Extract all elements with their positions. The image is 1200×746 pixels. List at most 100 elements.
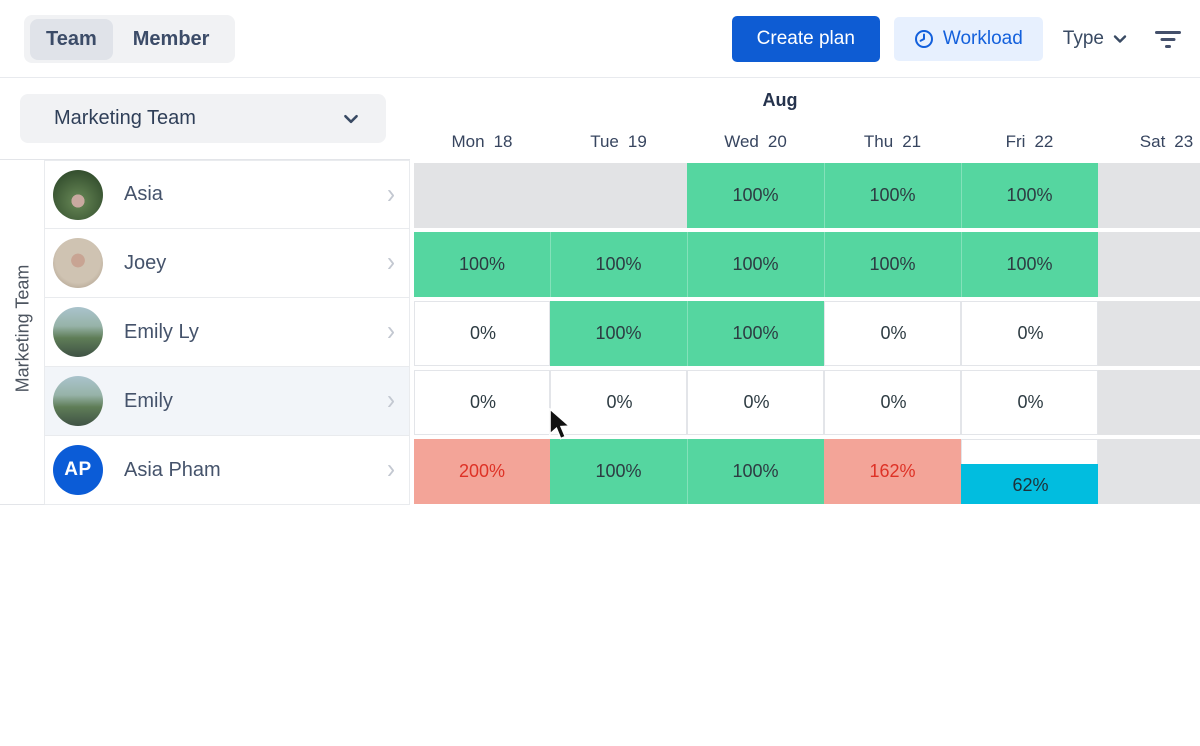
workload-cell-ok[interactable]: 100% 100% 100% 100% 100% [414,232,1098,297]
workload-cell-zero[interactable]: 0% [824,301,961,366]
day-separator-line [687,439,688,504]
workload-cell-empty[interactable] [414,163,687,228]
day-header-sat: Sat 23 [1140,132,1193,152]
create-plan-button[interactable]: Create plan [731,16,880,62]
workload-cell-partial[interactable]: 62% [961,439,1098,504]
workload-value: 0% [880,323,907,343]
chevron-right-icon[interactable]: › [387,246,395,278]
workload-cell-empty[interactable] [1098,370,1200,435]
avatar-photo [53,238,103,288]
workload-cell-zero[interactable]: 0% [687,370,824,435]
member-name: Asia Pham [124,458,221,481]
workload-cell-ok[interactable]: 100% 100% [550,439,824,504]
day-header-date: 19 [627,132,647,151]
workload-value: 100% [595,323,642,343]
member-name: Joey [124,251,167,274]
toggle-tab-member[interactable]: Member [132,27,210,50]
day-header-thu: Thu 21 [864,132,921,152]
workload-button-label: Workload [942,28,1023,49]
chevron-down-icon [1112,31,1128,47]
workload-cell-over[interactable]: 200% [414,439,550,504]
workload-value: 100% [732,461,779,481]
chevron-down-icon [342,110,360,128]
workload-cell-over[interactable]: 162% [824,439,961,504]
team-select-dropdown[interactable]: Marketing Team [20,94,386,143]
member-name: Emily [124,389,173,412]
workload-cell-zero[interactable]: 0% [414,301,550,366]
member-row-asia-pham[interactable]: AP Asia Pham › [45,436,410,505]
workload-value: 100% [1006,254,1053,274]
workload-value: 0% [606,392,633,412]
member-row-asia[interactable]: Asia › [45,160,410,229]
member-row-joey[interactable]: Joey › [45,229,410,298]
workload-cell-empty[interactable] [1098,301,1200,366]
workload-value: 62% [1012,474,1049,495]
day-separator-line [687,232,688,297]
workload-value: 200% [458,461,506,481]
team-select-value: Marketing Team [54,107,196,129]
workload-value: 100% [869,254,916,274]
workload-value: 162% [869,461,916,481]
member-list: Asia › Joey › Emily Ly › Emily › AP Asia Pham › [45,160,410,505]
avatar-photo [53,307,103,357]
chevron-right-icon[interactable]: › [387,178,395,210]
calendar-month-label: Aug [762,90,798,110]
partial-fill-bar [961,464,1098,504]
workload-button[interactable]: Workload [893,17,1043,61]
clock-icon [914,29,934,49]
day-header-tue: Tue 19 [590,132,647,152]
chevron-right-icon[interactable]: › [387,315,395,347]
workload-value: 0% [469,323,496,343]
day-header-dow: Wed [724,132,759,151]
chevron-right-icon[interactable]: › [387,453,395,485]
day-header-date: 22 [1034,132,1054,151]
type-dropdown-label: Type [1062,28,1104,49]
workload-cell-empty[interactable] [1098,163,1200,228]
workload-cell-ok[interactable]: 100% 100% 100% [687,163,1098,228]
filter-icon[interactable] [1154,28,1182,50]
workload-cell-zero[interactable]: 0% [414,370,550,435]
workload-cell-empty[interactable] [1098,439,1200,504]
member-name: Emily Ly [124,320,199,343]
type-dropdown[interactable]: Type [1057,28,1134,50]
day-header-dow: Sat [1139,132,1166,151]
workload-value: 0% [469,392,496,412]
day-separator-line [961,232,962,297]
day-separator-line [687,301,688,366]
toolbar-actions: Create plan Workload Type [731,0,1182,78]
workload-grid: 100% 100% 100% 100% 100% 100% 100% 100% 0% 100% 10… [414,163,1200,505]
toggle-tab-team[interactable]: Team [30,18,113,60]
day-separator-line [824,232,825,297]
workload-cell-zero[interactable]: 0% [824,370,961,435]
workload-cell-zero[interactable]: 0% [961,370,1098,435]
team-group-rail-label: Marketing Team [12,264,33,393]
member-row-emily[interactable]: Emily › [45,367,410,436]
day-separator-line [961,163,962,228]
team-group-rail: Marketing Team [0,160,45,505]
day-header-date: 20 [767,132,787,151]
top-toolbar: Team Member Create plan Workload Type [0,0,1200,78]
workload-cell-ok[interactable]: 100% 100% [550,301,824,366]
day-header-dow: Thu [863,132,894,151]
day-header-dow: Fri [1005,132,1026,151]
member-row-emily-ly[interactable]: Emily Ly › [45,298,410,367]
chevron-right-icon[interactable]: › [387,384,395,416]
day-header-wed: Wed 20 [724,132,787,152]
day-header-date: 23 [1174,132,1194,151]
workload-cell-zero[interactable]: 0% [550,370,687,435]
avatar-initials: AP [53,445,103,495]
workload-value: 0% [880,392,907,412]
workload-cell-empty[interactable] [1098,232,1200,297]
workload-value: 100% [869,185,916,205]
workload-value: 100% [595,254,642,274]
workload-value: 0% [743,392,770,412]
day-header-dow: Mon [451,132,485,151]
day-header-fri: Fri 22 [1006,132,1054,152]
workload-cell-zero[interactable]: 0% [961,301,1098,366]
workload-value: 0% [1017,323,1044,343]
workload-value: 0% [1017,392,1044,412]
workload-value: 100% [458,254,506,274]
day-header-date: 18 [493,132,513,151]
workload-value: 100% [1006,185,1053,205]
day-separator-line [824,163,825,228]
